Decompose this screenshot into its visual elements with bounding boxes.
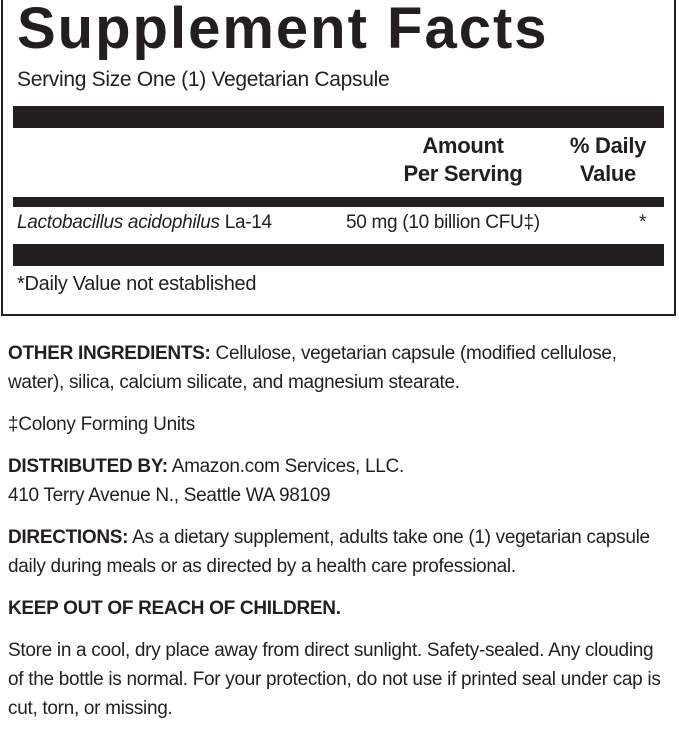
header-line: % Daily — [569, 133, 647, 158]
ingredient-name: Lactobacillus acidophilus La-14 — [17, 212, 272, 234]
rule — [13, 106, 664, 128]
header-line: Amount — [422, 133, 504, 158]
page: Supplement Facts Serving Size One (1) Ve… — [1, 0, 676, 719]
section-label: OTHER INGREDIENTS: — [8, 343, 211, 364]
section-label: KEEP OUT OF REACH OF CHILDREN. — [8, 598, 341, 619]
section: DIRECTIONS: As a dietary supplement, adu… — [8, 523, 673, 581]
section-text: ‡Colony Forming Units — [8, 414, 195, 435]
dv-header: % Daily Value — [553, 132, 663, 188]
rule — [13, 244, 664, 266]
section-line: 410 Terry Avenue N., Seattle WA 98109 — [8, 485, 331, 506]
section-label: DIRECTIONS: — [8, 527, 129, 548]
section: DISTRIBUTED BY: Amazon.com Services, LLC… — [8, 452, 673, 510]
section-text: As a dietary supplement, adults take one… — [8, 527, 650, 577]
daily-value: * — [639, 212, 647, 233]
rule — [13, 197, 664, 207]
facts-panel: Supplement Facts Serving Size One (1) Ve… — [1, 0, 676, 316]
serving-size: Serving Size One (1) Vegetarian Capsule — [17, 68, 390, 91]
amount-header: Amount Per Serving — [383, 132, 543, 188]
section: OTHER INGREDIENTS: Cellulose, vegetarian… — [8, 339, 673, 397]
section-line: Amazon.com Services, LLC. — [171, 456, 405, 477]
amount: 50 mg (10 billion CFU‡) — [346, 212, 540, 233]
section: Store in a cool, dry place away from dir… — [8, 636, 673, 723]
section: ‡Colony Forming Units — [8, 410, 673, 439]
section-label: DISTRIBUTED BY: — [8, 456, 168, 477]
header-line: Value — [580, 161, 636, 186]
section-text: Store in a cool, dry place away from dir… — [8, 640, 661, 719]
sections: OTHER INGREDIENTS: Cellulose, vegetarian… — [8, 339, 673, 736]
species: Lactobacillus acidophilus — [17, 212, 220, 233]
strain: La-14 — [224, 212, 272, 233]
section-text: Cellulose, vegetarian capsule (modified … — [8, 343, 617, 393]
header-line: Per Serving — [403, 161, 523, 186]
section: KEEP OUT OF REACH OF CHILDREN. — [8, 594, 673, 623]
facts-title: Supplement Facts — [17, 0, 549, 61]
footnote: *Daily Value not established — [17, 273, 257, 295]
